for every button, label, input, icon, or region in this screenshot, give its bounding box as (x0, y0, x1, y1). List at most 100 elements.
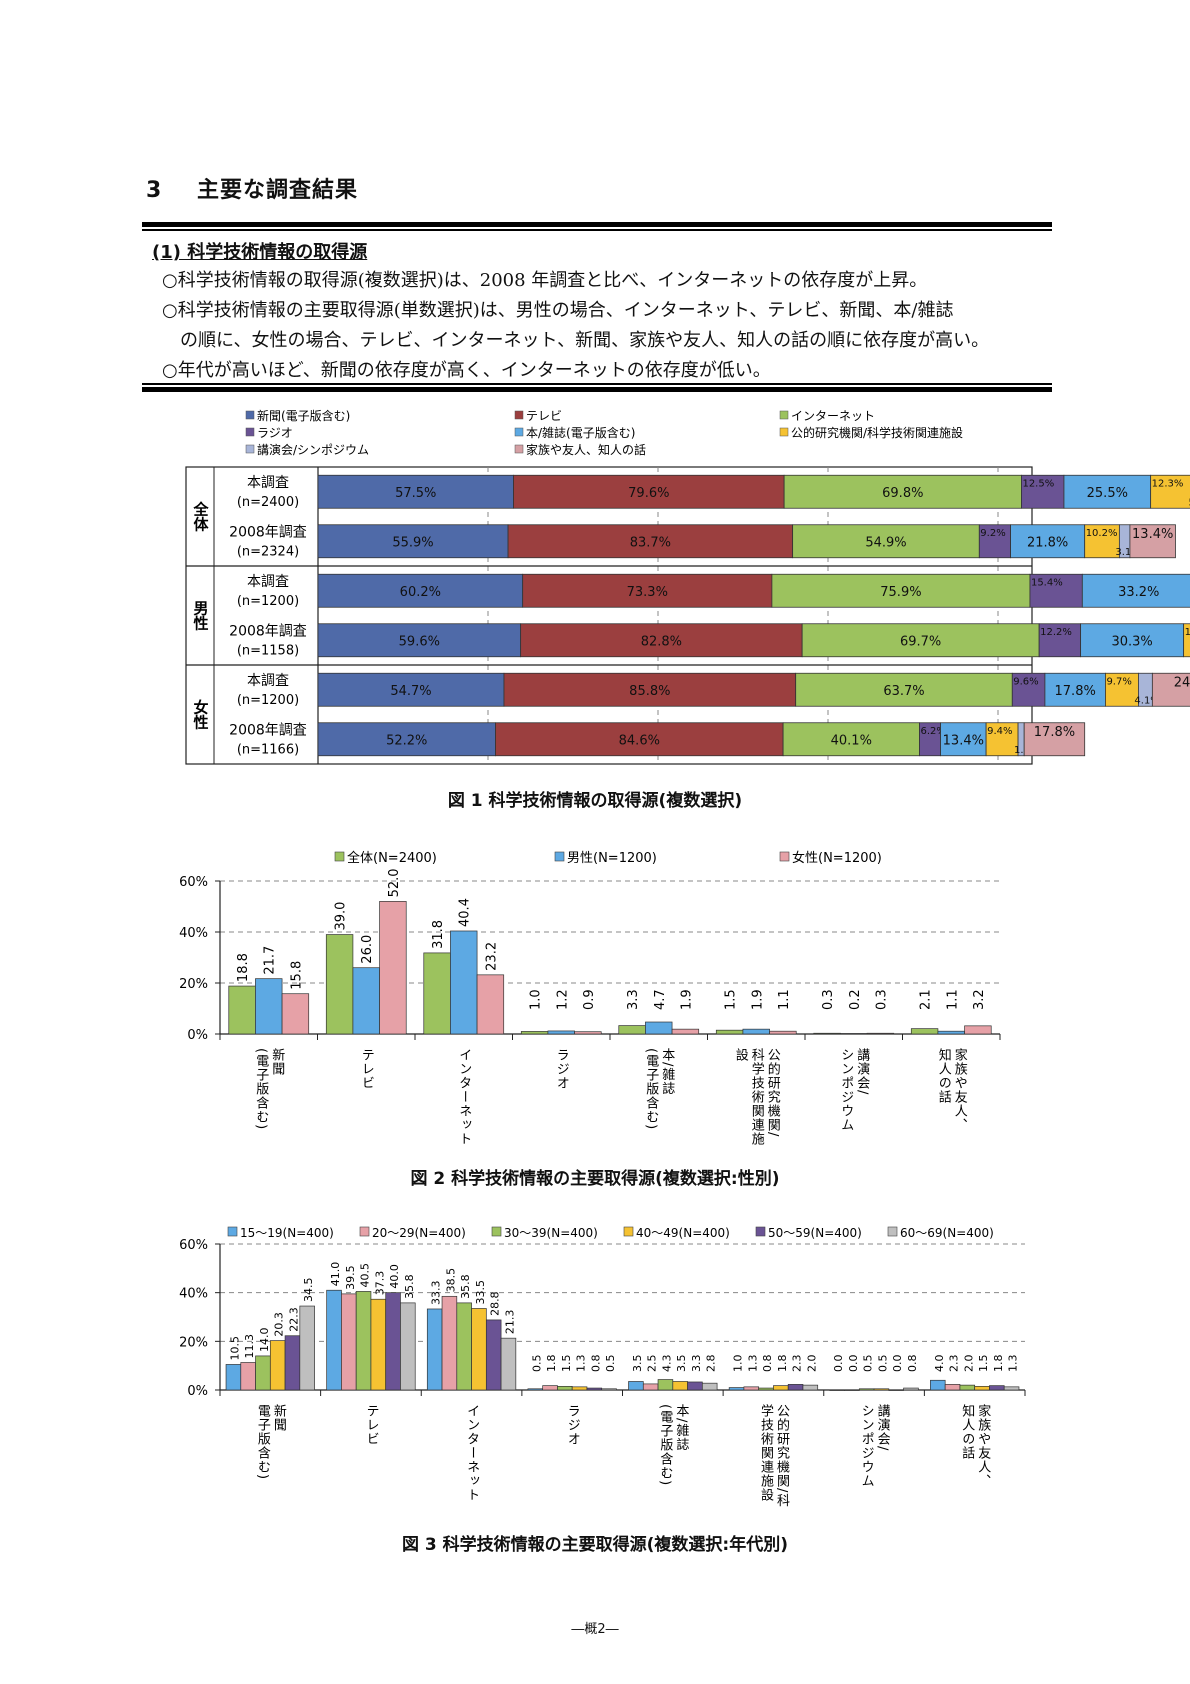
bar (873, 1388, 890, 1391)
bar-value-label: 0.0 (891, 1355, 904, 1373)
bar-data-label: 24.7% (1174, 675, 1190, 690)
bar (423, 952, 451, 1035)
legend-label: 40〜49(N=400) (636, 1226, 730, 1240)
legend-label: 50〜59(N=400) (768, 1226, 862, 1240)
bar-value-label: 1.8 (992, 1355, 1005, 1373)
row-label: 本調査 (247, 673, 289, 689)
legend-swatch (227, 1226, 238, 1237)
legend-swatch (245, 427, 255, 437)
bar (352, 967, 380, 1035)
bar-value-label: 1.5 (724, 989, 739, 1010)
legend-swatch (245, 410, 255, 420)
legend-swatch (554, 851, 565, 862)
bar (586, 1387, 603, 1391)
bar-data-label: 52.2% (386, 733, 427, 748)
bar-value-label: 1.3 (746, 1355, 759, 1373)
bar-value-label: 3.5 (631, 1355, 644, 1373)
x-category-label: 公的研究機関/ (765, 1048, 781, 1137)
bar (557, 1385, 573, 1391)
row-n-label: (n=1166) (237, 743, 299, 758)
bar-segment (317, 672, 505, 707)
x-category-label: 講演会/ (854, 1047, 870, 1095)
bar-value-label: 39.5 (344, 1265, 357, 1290)
bar-segment (1021, 474, 1065, 509)
x-category-label: インターネット (456, 1048, 471, 1146)
group-label: 女性 (192, 699, 210, 731)
legend-label: 講演会/シンポジウム (257, 442, 369, 457)
x-category-label: インターネット (464, 1404, 479, 1502)
bar-value-label: 2.0 (805, 1355, 818, 1373)
legend-label: 新聞(電子版含む) (257, 408, 350, 423)
bar-data-label: 30.3% (1111, 634, 1152, 649)
x-category-label: 新聞 (271, 1403, 287, 1432)
x-category-label: 知人の話 (959, 1403, 975, 1460)
bar-value-label: 3.2 (972, 989, 987, 1010)
bar-data-label: 79.6% (628, 486, 669, 501)
x-category-label: テレビ (359, 1048, 374, 1090)
bar (974, 1385, 990, 1391)
bar-value-label: 0.3 (821, 989, 836, 1010)
bar-data-label: 17.8% (1055, 684, 1096, 699)
bar-data-label: 6.2% (920, 726, 945, 737)
x-category-label: 新聞 (269, 1047, 285, 1076)
bar-segment (1105, 672, 1139, 707)
bar (225, 1364, 242, 1391)
bar-value-label: 2.8 (705, 1355, 718, 1373)
bar-data-label: 40.1% (831, 733, 872, 748)
bar-segment (1010, 524, 1086, 559)
bar-data-label: 12.2% (1040, 627, 1072, 638)
bar (802, 1384, 819, 1391)
row-label: 2008年調査 (229, 525, 307, 541)
row-n-label: (n=1200) (237, 594, 299, 609)
bar (687, 1381, 703, 1391)
bar (944, 1384, 961, 1391)
bar-value-label: 4.3 (660, 1355, 673, 1373)
bar-segment (782, 722, 920, 757)
bar-segment (317, 573, 524, 608)
bar (341, 1293, 357, 1391)
bar-value-label: 1.1 (945, 989, 960, 1010)
bar-value-label: 1.0 (732, 1355, 745, 1373)
legend-swatch (779, 410, 789, 420)
y-tick-label: 0% (187, 1028, 208, 1043)
x-category-label: 本/雑誌 (673, 1404, 689, 1451)
bullet-4: ○年代が高いほど、新聞の依存度が高く、インターネットの依存度が低い。 (162, 360, 771, 381)
bar (299, 1305, 315, 1391)
legend-swatch (887, 1226, 898, 1237)
bar-data-label: 9.7% (1106, 676, 1131, 687)
bar-value-label: 35.8 (459, 1274, 472, 1299)
bar-segment (978, 524, 1011, 559)
top-rule-thin (142, 229, 1052, 231)
legend-label: 本/雑誌(電子版含む) (526, 425, 635, 440)
bar (456, 1302, 472, 1391)
bar-value-label: 0.0 (832, 1355, 845, 1373)
bullet-2: ○科学技術情報の主要取得源(単数選択)は、男性の場合、インターネット、テレビ、新… (162, 300, 954, 321)
bar-data-label: 3.1% (1115, 547, 1140, 558)
bar-value-label: 0.8 (589, 1355, 602, 1373)
bar-value-label: 38.5 (444, 1268, 457, 1293)
bar-value-label: 2.3 (948, 1355, 961, 1373)
bar-data-label: 10.2% (1086, 528, 1118, 539)
row-label: 2008年調査 (229, 723, 307, 739)
x-category-label: シンポジウム (838, 1048, 853, 1132)
bar-segment (507, 524, 794, 559)
x-category-label: (電子版含む) (643, 1048, 659, 1130)
bar (829, 1389, 845, 1391)
y-tick-label: 40% (179, 1287, 208, 1302)
bar (672, 1381, 688, 1391)
bar (574, 1031, 602, 1035)
legend-label: 30〜39(N=400) (504, 1226, 598, 1240)
bar-segment (1151, 672, 1190, 707)
legend-swatch (514, 410, 524, 420)
bar (269, 1340, 286, 1391)
bar-data-label: 17.8% (1034, 725, 1075, 740)
bar (628, 1381, 644, 1391)
bar-value-label: 20.3 (273, 1312, 286, 1337)
bar-value-label: 0.5 (876, 1355, 889, 1373)
bar (903, 1387, 919, 1391)
bar-value-label: 1.2 (555, 989, 570, 1010)
x-category-label: 家族や友人、 (952, 1047, 968, 1132)
bar (858, 1388, 875, 1391)
bar (355, 1291, 372, 1391)
bar-segment (771, 573, 1031, 608)
